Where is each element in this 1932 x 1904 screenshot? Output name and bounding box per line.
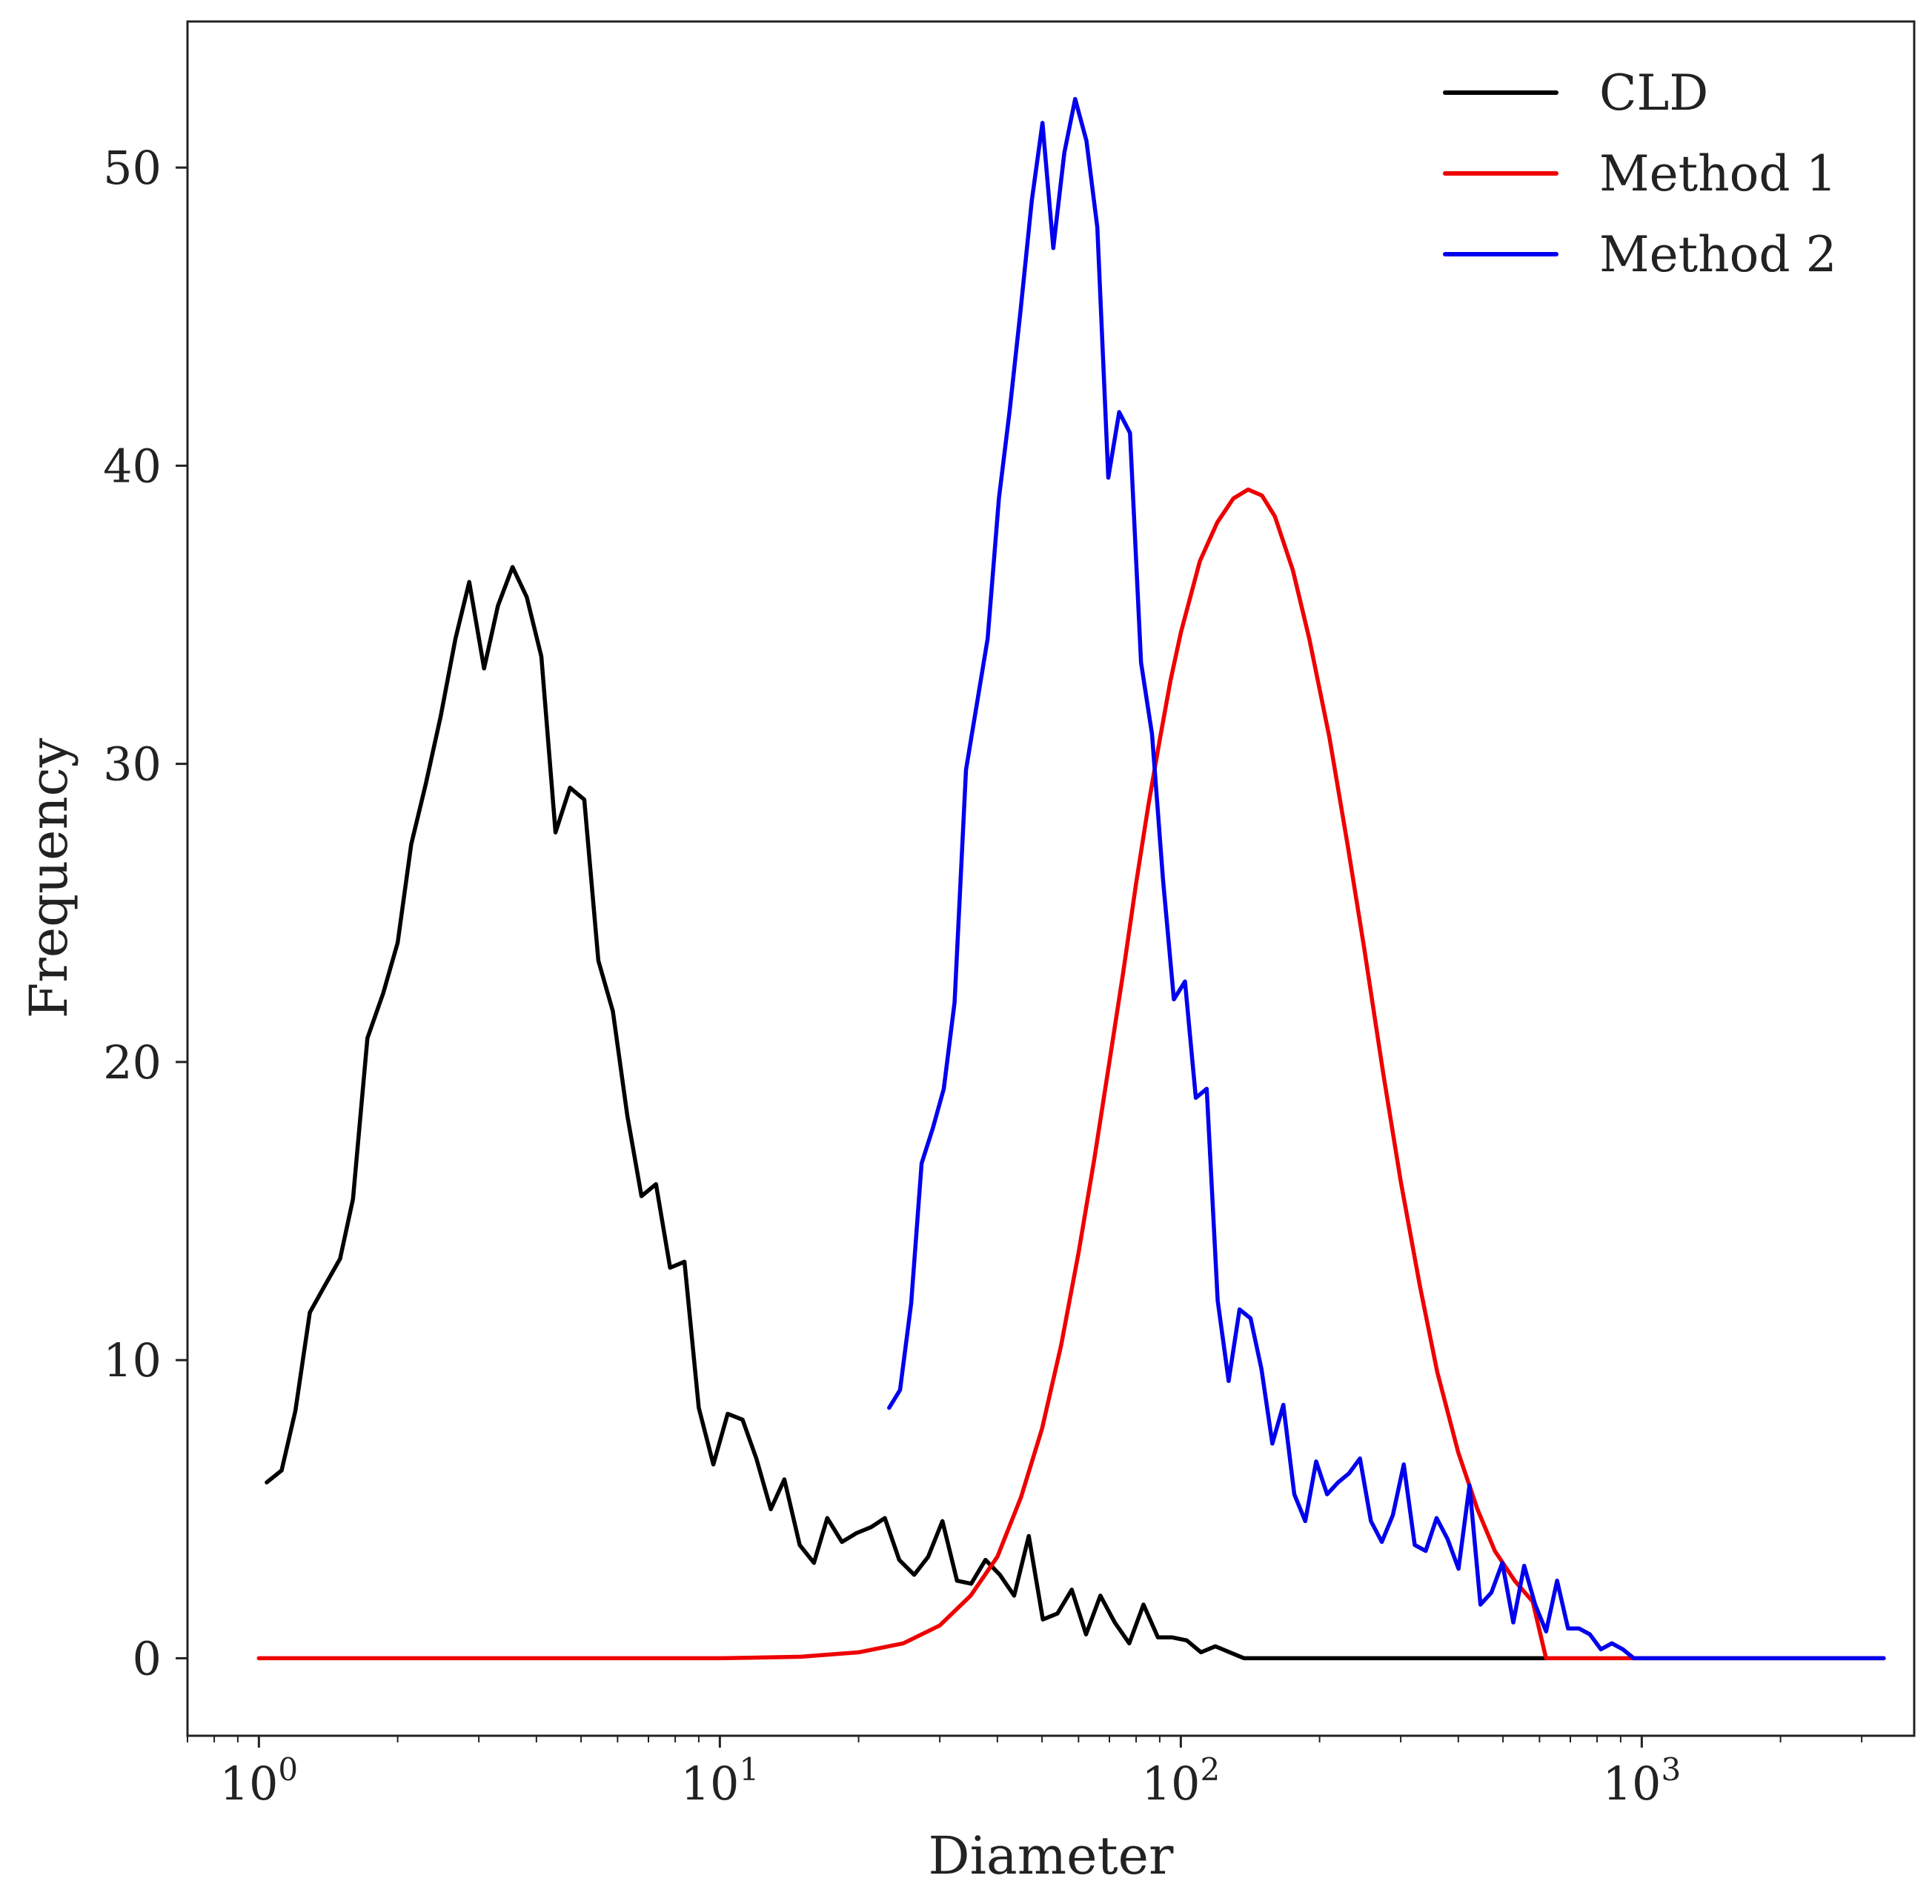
series-line-2 [887, 96, 1886, 1661]
y-tick-label: 0 [133, 1631, 162, 1685]
x-tick-label: 101 [681, 1751, 760, 1811]
y-tick-label: 50 [103, 141, 162, 195]
x-tick-label: 103 [1603, 1751, 1682, 1811]
x-tick-label: 102 [1142, 1751, 1221, 1811]
x-axis-title: Diameter [928, 1825, 1174, 1886]
y-axis: 0 10 20 30 40 50 [103, 141, 187, 1685]
legend-label-0: CLD [1599, 64, 1708, 122]
y-tick-label: 40 [103, 439, 162, 493]
plot-frame [186, 20, 1916, 1737]
x-tick-label: 100 [220, 1751, 299, 1811]
y-tick-label: 20 [103, 1035, 162, 1089]
legend-label-1: Method 1 [1599, 145, 1837, 202]
y-tick-label: 10 [103, 1333, 162, 1387]
y-axis-title: Frequency [19, 737, 79, 1018]
series-line-1 [256, 487, 1886, 1661]
y-tick-label: 30 [103, 737, 162, 792]
legend-label-2: Method 2 [1599, 226, 1837, 283]
legend: CLD Method 1 Method 2 [1443, 64, 1837, 283]
series-line-0 [265, 565, 1548, 1661]
series-layer [256, 96, 1886, 1661]
x-axis: 100 101 102 103 [187, 1736, 1863, 1811]
